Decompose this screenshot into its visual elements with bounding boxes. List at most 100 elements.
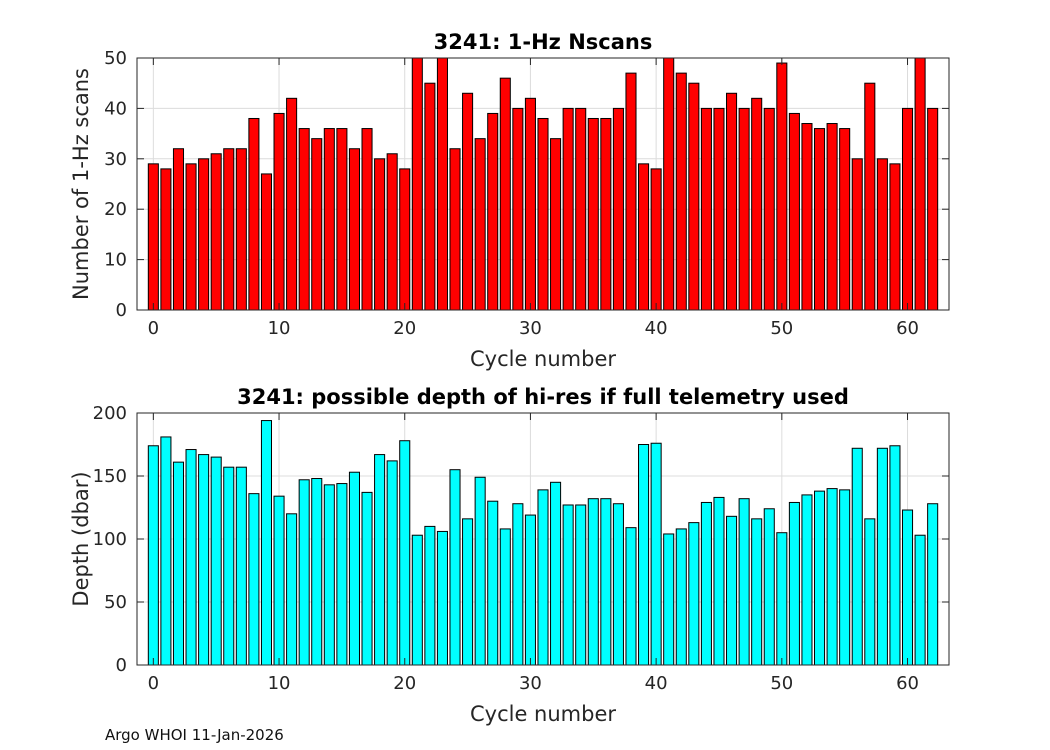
- bar-cycle-54: [826, 123, 838, 311]
- x-tick-label: 0: [148, 673, 159, 694]
- bar-cycle-21: [411, 57, 423, 311]
- bar-cycle-23: [436, 57, 448, 311]
- bar-cycle-58: [876, 158, 888, 311]
- y-tick-label: 100: [93, 529, 127, 550]
- bar-cycle-3: [185, 449, 197, 666]
- bar-cycle-56: [851, 158, 863, 311]
- bar-cycle-51: [788, 112, 800, 311]
- bar-cycle-25: [462, 518, 474, 666]
- chart-title: 3241: 1-Hz Nscans: [434, 30, 653, 54]
- bar-cycle-4: [198, 158, 210, 311]
- bar-cycle-61: [914, 534, 926, 666]
- bar-cycle-53: [814, 490, 826, 666]
- bar-cycle-59: [889, 445, 901, 666]
- bar-cycle-52: [801, 123, 813, 311]
- bar-cycle-18: [374, 454, 386, 666]
- bar-cycle-26: [474, 476, 486, 666]
- bar-cycle-59: [889, 163, 901, 311]
- bar-cycle-39: [638, 163, 650, 311]
- bar-cycle-26: [474, 138, 486, 311]
- bar-cycle-31: [537, 117, 549, 311]
- bar-cycle-21: [411, 534, 423, 666]
- chart-panel-1: 0 10 20 30 40 50 60 0 10 20 30 40 50 3241: 1-Hz Nscan…: [69, 30, 950, 371]
- y-tick-label: 10: [104, 250, 127, 271]
- bar-cycle-49: [763, 508, 775, 666]
- x-tick-label: 30: [519, 318, 542, 339]
- bar-cycle-8: [248, 117, 260, 311]
- bar-cycle-5: [210, 153, 222, 311]
- bar-cycle-48: [751, 97, 763, 311]
- y-tick-label: 150: [93, 466, 127, 487]
- bar-cycle-0: [147, 445, 159, 666]
- bar-cycle-45: [713, 107, 725, 311]
- bar-cycle-30: [524, 514, 536, 666]
- bar-cycle-53: [814, 128, 826, 311]
- bar-cycle-17: [361, 128, 373, 311]
- bar-cycle-28: [499, 528, 511, 666]
- bar-cycle-27: [487, 500, 499, 666]
- y-tick-label: 0: [116, 655, 127, 676]
- bar-cycle-39: [638, 444, 650, 666]
- chart-panel-2: 0 10 20 30 40 50 60 0 50 100 150 200 3241: possible …: [69, 385, 950, 726]
- bar-cycle-29: [512, 503, 524, 666]
- bar-cycle-60: [901, 509, 914, 666]
- bar-cycle-24: [449, 148, 461, 311]
- x-tick-label: 50: [770, 318, 793, 339]
- x-tick-label: 0: [148, 318, 159, 339]
- bar-cycle-42: [675, 528, 687, 666]
- bar-cycle-62: [927, 503, 939, 666]
- bar-cycle-43: [688, 522, 700, 666]
- bar-cycle-4: [198, 454, 210, 666]
- x-tick-label: 20: [393, 318, 416, 339]
- bar-cycle-47: [738, 498, 750, 666]
- bar-cycle-44: [700, 107, 712, 311]
- bar-cycle-9: [260, 420, 273, 666]
- bar-cycle-44: [700, 501, 712, 666]
- x-tick-label: 40: [645, 673, 668, 694]
- bar-cycle-19: [386, 460, 398, 666]
- bar-cycle-47: [738, 107, 750, 311]
- bar-cycle-19: [386, 153, 398, 311]
- bar-cycle-37: [612, 107, 624, 311]
- bar-cycle-14: [323, 128, 335, 311]
- bar-cycle-24: [449, 469, 461, 666]
- bar-cycle-31: [537, 489, 549, 666]
- bar-cycle-57: [864, 82, 876, 311]
- bar-cycle-46: [726, 92, 738, 311]
- bar-cycle-17: [361, 491, 373, 666]
- bar-cycle-56: [851, 447, 863, 666]
- bar-cycle-22: [424, 525, 436, 666]
- x-tick-label: 10: [268, 673, 291, 694]
- bar-cycle-34: [575, 504, 587, 666]
- bar-cycle-28: [499, 77, 511, 311]
- footer-credit: Argo WHOI 11-Jan-2026: [105, 726, 284, 744]
- x-axis-label: Cycle number: [470, 702, 616, 726]
- bar-cycle-43: [688, 82, 700, 311]
- bar-cycle-14: [323, 484, 335, 666]
- axes-box: [136, 57, 950, 311]
- bar-cycle-1: [160, 436, 172, 666]
- bar-cycle-0: [147, 163, 159, 311]
- bar-cycle-7: [235, 466, 247, 666]
- y-axis-label: Depth (dbar): [69, 471, 93, 606]
- bar-cycle-20: [399, 168, 411, 311]
- x-tick-label: 20: [393, 673, 416, 694]
- bar-cycle-10: [273, 112, 285, 311]
- bar-cycle-32: [550, 481, 562, 666]
- bar-cycle-3: [185, 163, 197, 311]
- x-tick-label: 60: [896, 318, 919, 339]
- bar-cycle-40: [650, 168, 662, 311]
- bar-cycle-25: [462, 92, 474, 311]
- bar-cycle-46: [726, 515, 738, 666]
- bar-cycle-49: [763, 107, 775, 311]
- bar-cycle-32: [550, 138, 562, 311]
- bar-cycle-15: [336, 483, 348, 666]
- bar-cycle-9: [260, 173, 273, 311]
- bar-cycle-15: [336, 128, 348, 311]
- bar-cycle-57: [864, 518, 876, 666]
- y-tick-label: 0: [116, 300, 127, 321]
- bar-cycle-22: [424, 82, 436, 311]
- bar-cycle-16: [348, 148, 360, 311]
- y-tick-label: 30: [104, 149, 127, 170]
- bar-cycle-52: [801, 494, 813, 666]
